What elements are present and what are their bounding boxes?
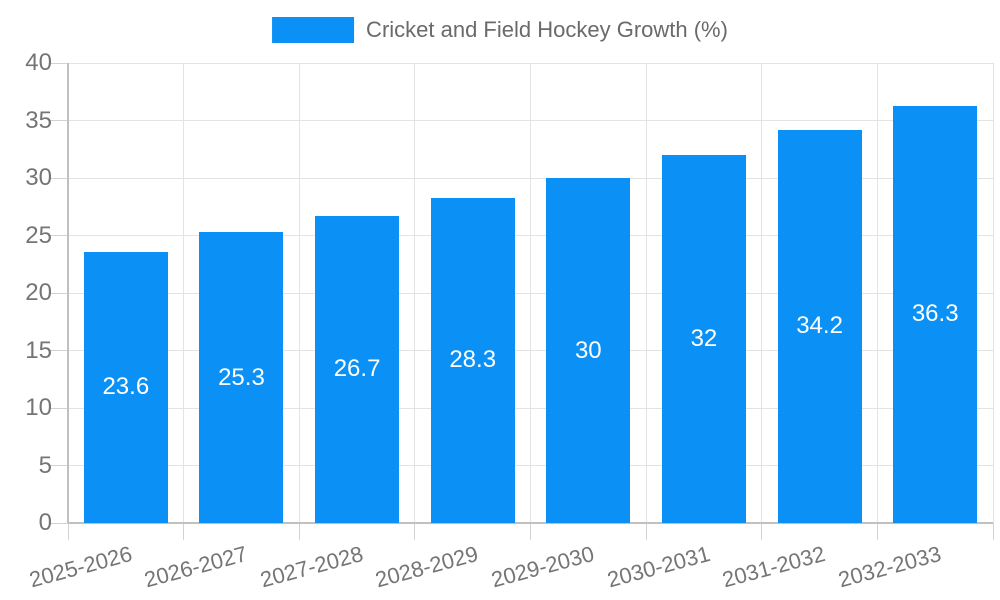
y-axis-tick — [50, 292, 68, 294]
x-gridline — [183, 63, 185, 523]
y-axis-label: 30 — [25, 164, 52, 191]
x-axis-tick — [298, 523, 300, 540]
y-axis-label: 0 — [38, 509, 52, 536]
bar-2028-2029[interactable] — [430, 197, 515, 523]
y-axis-label: 5 — [38, 451, 52, 479]
bar-2026-2027[interactable] — [199, 232, 284, 523]
x-gridline — [645, 63, 647, 523]
x-axis-label: 2026-2027 — [141, 541, 250, 593]
y-axis-tick — [50, 522, 68, 524]
x-axis-label: 2031-2032 — [719, 541, 829, 593]
x-axis-label: 2032-2033 — [835, 541, 944, 593]
x-axis-label: 2027-2028 — [257, 541, 366, 593]
bar-2029-2030[interactable] — [546, 178, 631, 523]
x-axis-label: 2030-2031 — [604, 541, 713, 593]
y-axis-tick — [50, 235, 68, 236]
x-axis-tick — [992, 523, 994, 540]
x-gridline — [530, 63, 531, 523]
x-axis-label: 2029-2030 — [488, 541, 597, 593]
y-axis-label: 40 — [25, 49, 52, 76]
y-axis-label: 20 — [25, 279, 52, 306]
y-axis-label: 25 — [25, 221, 52, 249]
x-gridline — [992, 63, 994, 523]
bar-2025-2026[interactable] — [83, 251, 168, 523]
x-gridline — [298, 63, 300, 523]
y-axis-tick — [50, 177, 68, 179]
legend-item[interactable]: Cricket and Field Hockey Growth (%) — [272, 17, 728, 43]
bar-2032-2033[interactable] — [893, 105, 978, 523]
y-axis-label: 15 — [25, 336, 52, 364]
legend-label: Cricket and Field Hockey Growth (%) — [366, 17, 728, 42]
x-axis-line — [68, 522, 993, 524]
y-axis-label: 10 — [25, 394, 52, 421]
y-axis-tick — [50, 350, 68, 351]
y-axis-tick — [50, 62, 68, 64]
y-axis-line — [67, 63, 69, 523]
y-axis-tick — [50, 407, 68, 409]
legend-swatch-icon — [272, 17, 355, 43]
x-axis-tick — [761, 523, 763, 540]
x-axis-label: 2025-2026 — [26, 541, 135, 593]
x-gridline — [414, 63, 416, 523]
x-gridline — [761, 63, 763, 523]
y-axis-label: 35 — [25, 106, 52, 134]
y-axis-tick — [50, 120, 68, 121]
bar-2030-2031[interactable] — [661, 155, 746, 523]
x-axis-tick — [876, 523, 878, 540]
x-gridline — [876, 63, 878, 523]
x-axis-tick — [530, 523, 531, 540]
x-axis-tick — [645, 523, 647, 540]
x-axis-tick — [67, 523, 69, 540]
x-axis-label: 2028-2029 — [373, 541, 482, 593]
x-axis-tick — [183, 523, 185, 540]
bar-2031-2032[interactable] — [777, 129, 862, 523]
y-axis-tick — [50, 465, 68, 466]
x-axis-tick — [414, 523, 416, 540]
bar-2027-2028[interactable] — [315, 215, 400, 523]
